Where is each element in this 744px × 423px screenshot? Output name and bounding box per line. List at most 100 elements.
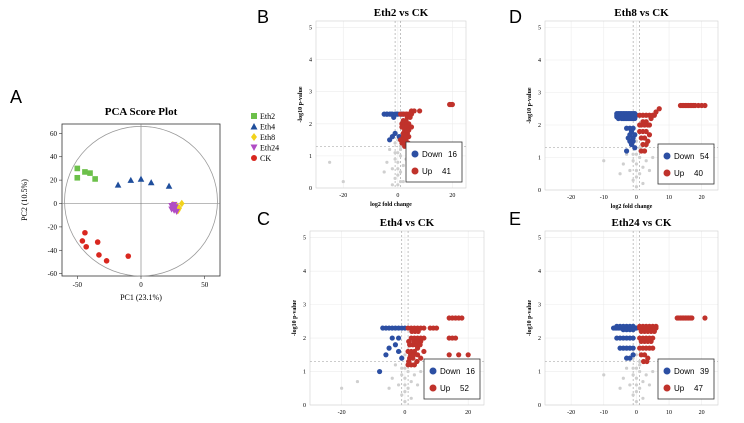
chart-title: PCA Score Plot xyxy=(105,106,178,118)
y-tick-label: -40 xyxy=(48,247,58,255)
point-up-regulated xyxy=(641,135,648,141)
point-up-regulated xyxy=(421,335,427,341)
point-up-regulated xyxy=(644,358,650,365)
y-tick-label: 20 xyxy=(50,177,58,185)
point-up-regulated xyxy=(637,122,643,128)
point-not-significant xyxy=(393,151,397,155)
legend-label-eth24: Eth24 xyxy=(260,144,279,153)
y-tick-label: 3 xyxy=(309,90,312,96)
point-not-significant xyxy=(631,366,635,370)
pca-point-eth24 xyxy=(170,201,178,208)
point-up-regulated xyxy=(646,122,653,128)
legend-label-down: Down xyxy=(674,152,694,161)
point-down-regulated xyxy=(632,145,638,151)
point-not-significant xyxy=(400,393,404,397)
legend-count-down: 16 xyxy=(466,367,475,376)
point-not-significant xyxy=(393,141,397,145)
point-down-regulated xyxy=(392,130,398,137)
x-tick-label: 0 xyxy=(403,410,406,416)
point-down-regulated xyxy=(625,135,631,141)
point-not-significant xyxy=(398,147,403,152)
point-not-significant xyxy=(406,386,410,390)
point-down-regulated xyxy=(630,352,636,358)
pca-point-eth4 xyxy=(137,175,145,182)
legend-marker-down xyxy=(429,367,437,375)
point-not-significant xyxy=(400,373,404,377)
point-not-significant xyxy=(602,373,606,377)
legend-count-up: 40 xyxy=(694,169,703,178)
pca-point-eth2 xyxy=(92,176,98,182)
point-not-significant xyxy=(634,400,638,404)
point-not-significant xyxy=(638,386,642,390)
plot-frame xyxy=(544,20,719,191)
point-not-significant xyxy=(403,353,407,357)
legend-marker-up xyxy=(663,384,671,392)
y-tick-label: 1 xyxy=(538,156,541,162)
point-up-regulated xyxy=(637,345,643,351)
point-not-significant xyxy=(618,172,622,176)
x-tick-label: 20 xyxy=(465,410,471,416)
point-not-significant xyxy=(400,366,404,370)
x-tick-label: -20 xyxy=(567,195,575,201)
plot-frame xyxy=(309,230,485,406)
point-up-regulated xyxy=(640,141,646,148)
point-up-regulated xyxy=(643,128,649,135)
pca-point-eth8 xyxy=(178,199,185,208)
point-up-regulated xyxy=(408,124,415,130)
x-tick-label: -20 xyxy=(567,410,575,416)
legend-box xyxy=(657,358,715,400)
legend-marker-eth8 xyxy=(251,133,257,141)
point-not-significant xyxy=(602,159,606,163)
point-up-regulated xyxy=(411,352,417,358)
point-not-significant xyxy=(641,396,645,400)
x-axis-label: PC1 (23.1%) xyxy=(120,293,162,302)
x-tick-label: 0 xyxy=(396,193,399,199)
legend-label-down: Down xyxy=(440,367,460,376)
point-not-significant xyxy=(398,179,403,184)
point-not-significant xyxy=(634,152,638,156)
point-not-significant xyxy=(385,160,389,164)
point-down-regulated xyxy=(395,335,402,341)
point-up-regulated xyxy=(414,352,421,358)
x-tick-label: -20 xyxy=(338,410,346,416)
chart-title: Eth2 vs CK xyxy=(374,7,429,19)
point-not-significant xyxy=(396,160,400,164)
point-not-significant xyxy=(638,363,642,367)
legend-count-down: 16 xyxy=(448,150,457,159)
point-not-significant xyxy=(618,386,622,390)
y-tick-label: 3 xyxy=(303,303,306,309)
x-tick-label: -50 xyxy=(73,281,83,289)
legend-box xyxy=(423,358,481,400)
point-up-regulated xyxy=(411,108,417,114)
x-tick-label: 10 xyxy=(666,195,672,201)
point-up-regulated xyxy=(433,325,440,331)
point-down-regulated xyxy=(627,355,633,361)
legend-marker-eth2 xyxy=(251,113,257,119)
pca-point-eth4 xyxy=(147,179,155,186)
point-not-significant xyxy=(387,386,391,390)
point-down-regulated xyxy=(624,125,630,131)
y-tick-label: 2 xyxy=(538,336,541,342)
point-not-significant xyxy=(631,152,635,156)
legend-label-down: Down xyxy=(422,150,442,159)
x-tick-label: 0 xyxy=(635,410,638,416)
point-up-regulated xyxy=(687,315,693,321)
point-up-regulated xyxy=(651,328,657,334)
legend-label-down: Down xyxy=(674,367,694,376)
point-up-regulated xyxy=(646,132,653,138)
point-not-significant xyxy=(401,179,405,184)
plot-frame xyxy=(544,230,719,406)
y-tick-label: 0 xyxy=(54,200,58,208)
point-not-significant xyxy=(388,147,392,152)
point-up-regulated xyxy=(637,323,643,329)
pca-point-eth8 xyxy=(176,204,183,212)
point-down-regulated xyxy=(628,141,635,148)
pca-point-eth2 xyxy=(74,174,81,181)
point-not-significant xyxy=(641,165,645,169)
x-tick-label: 10 xyxy=(666,410,672,416)
volcano-eth8-vs-ck: Eth8 vs CK -20 -10 0 10 20 0 1 2 3 4 5 log2 fold cha… xyxy=(527,7,719,210)
point-not-significant xyxy=(634,390,638,394)
point-up-regulated xyxy=(674,315,680,321)
legend-count-up: 52 xyxy=(460,384,469,393)
